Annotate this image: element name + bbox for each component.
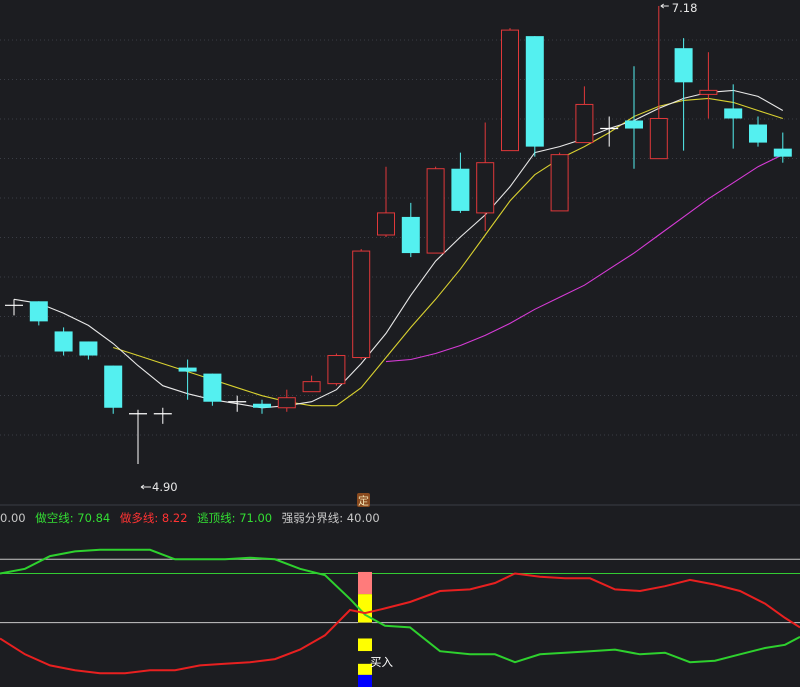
legend-item-3: 逃顶线: 71.00	[197, 511, 273, 525]
candle	[724, 84, 743, 149]
signal-block	[358, 651, 372, 664]
indicator-legend: 0.00 做空线: 70.84 做多线: 8.22 逃顶线: 71.00 强弱分…	[0, 510, 386, 526]
candle	[451, 152, 470, 213]
candle-body	[79, 341, 98, 356]
candle	[104, 365, 123, 414]
candle	[153, 407, 172, 424]
candle-body	[674, 48, 693, 83]
candle	[129, 409, 147, 464]
candle-body	[575, 103, 594, 144]
candle	[525, 36, 544, 157]
candle	[203, 373, 222, 406]
candle-body	[54, 331, 73, 352]
legend-item-2: 做多线: 8.22	[119, 511, 188, 525]
candle	[327, 353, 346, 386]
candle	[550, 152, 569, 212]
candle	[228, 395, 247, 412]
candle	[401, 202, 420, 258]
legend-item-1: 做空线: 70.84	[35, 511, 111, 525]
ma-magenta-line	[385, 154, 784, 363]
signal-block	[358, 571, 372, 595]
high-arrow	[660, 3, 669, 9]
short-line	[0, 548, 800, 664]
signal-block	[358, 674, 372, 687]
signal-block	[358, 663, 372, 675]
candle-body	[302, 381, 321, 393]
candle-body	[277, 397, 296, 409]
legend-item-0: 0.00	[0, 511, 26, 525]
candle	[352, 249, 371, 360]
candle-body	[525, 36, 544, 147]
candle	[575, 86, 594, 144]
legend-item-4: 强弱分界线: 40.00	[281, 511, 380, 525]
low-arrow	[140, 484, 151, 490]
ma-yellow-line	[113, 97, 783, 407]
buy-signal-bar	[358, 571, 372, 687]
candle	[5, 299, 23, 316]
candle-body	[649, 117, 668, 160]
candle-body	[550, 154, 569, 212]
candle	[302, 375, 321, 393]
buy-label: 买入	[370, 655, 393, 669]
marker-badge-text: 定	[358, 494, 369, 508]
candle	[625, 66, 643, 169]
ma-white-line	[13, 89, 784, 409]
candle	[426, 166, 445, 254]
candle	[699, 52, 718, 119]
candle-body	[451, 168, 470, 211]
candle	[178, 359, 197, 400]
candle	[749, 116, 767, 147]
candle-body	[625, 120, 643, 129]
candle-body	[178, 367, 197, 372]
candle-body	[501, 29, 519, 152]
candle-body	[749, 124, 767, 143]
candle-body	[203, 373, 222, 402]
candle	[600, 116, 619, 147]
candle-body	[724, 108, 743, 119]
candle-body	[352, 250, 371, 359]
candle	[377, 166, 395, 238]
candle	[253, 399, 271, 414]
candle	[29, 301, 48, 326]
candle	[476, 122, 495, 231]
candle-body	[327, 355, 346, 385]
candle-body	[773, 148, 792, 157]
marker-badge-bg	[357, 493, 370, 507]
candle-body	[699, 89, 718, 95]
candle-body	[426, 168, 445, 254]
candle	[501, 28, 519, 152]
candle-body	[104, 365, 123, 408]
candle	[674, 38, 693, 151]
candle	[277, 389, 296, 412]
long-line	[0, 572, 800, 675]
candle-body	[401, 216, 420, 254]
candle-body	[29, 301, 48, 322]
candle	[79, 341, 98, 360]
candle	[773, 132, 792, 163]
candle-body	[476, 162, 495, 214]
high-label: 7.18	[672, 1, 698, 15]
signal-block	[358, 638, 372, 652]
marker-badge: 定	[357, 493, 370, 508]
low-label: 4.90	[152, 480, 178, 494]
candle	[649, 6, 668, 160]
candle	[54, 327, 73, 356]
candle-body	[253, 403, 271, 408]
signal-block	[358, 622, 372, 639]
candle-body	[377, 212, 395, 236]
